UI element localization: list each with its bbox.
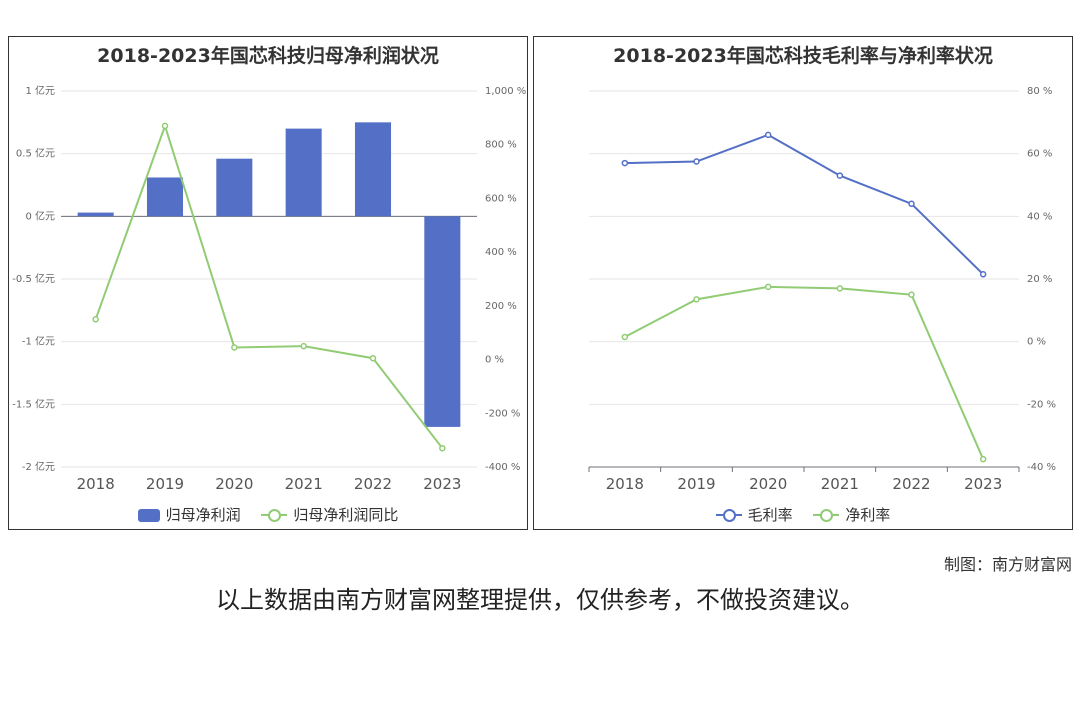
point-gross-margin xyxy=(693,158,700,165)
x-tick-label: 2020 xyxy=(749,475,787,493)
legend-item-net-profit[interactable]: 归母净利润 xyxy=(137,504,241,525)
point-gross-margin xyxy=(764,131,772,139)
point-net-profit-yoy xyxy=(161,122,169,130)
x-tick-label: 2023 xyxy=(964,475,1002,493)
point-net-profit-yoy xyxy=(92,316,99,323)
x-tick-label: 2020 xyxy=(215,475,253,493)
left-y-tick-label: -1.5 亿元 xyxy=(12,397,55,410)
right-y-tick-label: 0 % xyxy=(1027,337,1046,348)
bar-net-profit xyxy=(285,128,322,217)
right-y-tick-label: 800 % xyxy=(485,140,517,151)
point-net-profit-yoy xyxy=(231,344,238,351)
right-y-tick-label: -20 % xyxy=(1027,399,1056,410)
x-tick-label: 2022 xyxy=(892,475,930,493)
point-gross-margin xyxy=(836,172,844,179)
legend-label-net-margin: 净利率 xyxy=(845,506,891,524)
bar-net-profit xyxy=(216,158,253,217)
right-y-tick-label: 20 % xyxy=(1027,274,1052,285)
point-net-margin xyxy=(621,333,629,341)
line-gross-margin xyxy=(624,133,984,276)
point-gross-margin xyxy=(621,159,629,167)
point-net-margin xyxy=(764,283,772,291)
legend-swatch-line-green xyxy=(813,508,840,522)
left-y-tick-label: 0.5 亿元 xyxy=(16,147,55,160)
point-net-margin xyxy=(836,285,844,292)
right-y-tick-label: 80 % xyxy=(1027,86,1052,97)
point-gross-margin xyxy=(979,271,987,278)
right-y-tick-label: -40 % xyxy=(1027,462,1056,473)
legend-swatch-line-green xyxy=(261,508,288,522)
right-y-tick-label: -400 % xyxy=(485,462,520,473)
legend-swatch-line-blue xyxy=(715,508,742,522)
legend-label-gross-margin: 毛利率 xyxy=(747,506,793,524)
point-net-profit-yoy xyxy=(300,342,307,350)
right-y-tick-label: 600 % xyxy=(485,193,517,204)
x-tick-label: 2018 xyxy=(77,475,115,493)
right-chart-title: 2018-2023年国芯科技毛利率与净利率状况 xyxy=(613,45,993,67)
legend-label-net-profit: 归母净利润 xyxy=(165,506,241,524)
legend-item-net-profit-yoy[interactable]: 归母净利润同比 xyxy=(261,504,398,525)
right-chart-panel: 2018-2023年国芯科技毛利率与净利率状况 80 % 60 % 40 % 20 %… xyxy=(533,36,1073,530)
left-chart-legend: 归母净利润 归母净利润同比 xyxy=(9,504,527,525)
left-chart-plot: 1 亿元 0.5 亿元 0 亿元 -0.5 亿元 -1 亿元 -1.5 亿元 -2 亿元 1,… xyxy=(12,84,526,493)
left-y-tick-label: -0.5 亿元 xyxy=(12,272,55,285)
left-chart-title: 2018-2023年国芯科技归母净利润状况 xyxy=(97,45,439,67)
right-y-tick-label: 200 % xyxy=(485,301,517,312)
point-net-margin xyxy=(979,455,987,463)
x-tick-label: 2019 xyxy=(677,475,715,493)
x-tick-label: 2021 xyxy=(285,475,323,493)
right-y-tick-label: -200 % xyxy=(485,408,520,419)
x-tick-label: 2021 xyxy=(821,475,859,493)
bar-net-profit xyxy=(354,122,392,217)
point-gross-margin xyxy=(908,200,915,208)
legend-swatch-bar xyxy=(137,509,160,522)
legend-item-net-margin[interactable]: 净利率 xyxy=(813,504,890,525)
bar-net-profit xyxy=(146,177,184,217)
right-y-tick-label: 0 % xyxy=(485,355,504,366)
x-tick-label: 2019 xyxy=(146,475,184,493)
point-net-profit-yoy xyxy=(369,354,377,362)
bar-net-profit xyxy=(77,212,114,217)
left-y-tick-label: 1 亿元 xyxy=(25,84,55,97)
legend-label-net-profit-yoy: 归母净利润同比 xyxy=(293,506,399,524)
left-y-tick-label: 0 亿元 xyxy=(25,209,55,222)
point-net-profit-yoy xyxy=(439,444,446,452)
x-tick-label: 2018 xyxy=(606,475,644,493)
legend-item-gross-margin[interactable]: 毛利率 xyxy=(715,504,793,525)
line-net-margin xyxy=(624,285,985,460)
line-net-profit-yoy xyxy=(94,122,444,449)
bar-net-profit xyxy=(424,216,461,427)
left-y-tick-label: -2 亿元 xyxy=(22,460,55,473)
disclaimer-note: 以上数据由南方财富网整理提供，仅供参考，不做投资建议。 xyxy=(216,586,864,614)
right-y-tick-label: 1,000 % xyxy=(485,86,526,97)
left-y-tick-label: -1 亿元 xyxy=(22,335,55,348)
right-chart-plot: 80 % 60 % 40 % 20 % 0 % -20 % -40 % 2018 2019 202… xyxy=(588,86,1056,493)
right-y-tick-label: 400 % xyxy=(485,247,517,258)
x-tick-label: 2023 xyxy=(423,475,461,493)
right-y-tick-label: 60 % xyxy=(1027,149,1052,160)
point-net-margin xyxy=(693,296,700,303)
right-y-tick-label: 40 % xyxy=(1027,211,1052,222)
right-chart-legend: 毛利率 净利率 xyxy=(534,504,1072,525)
left-chart-panel: 2018-2023年国芯科技归母净利润状况 1 亿元 0.5 亿元 0 亿元 -0.5… xyxy=(8,36,528,530)
x-tick-label: 2022 xyxy=(354,475,392,493)
point-net-margin xyxy=(908,291,915,298)
chart-credit: 制图：南方财富网 xyxy=(943,555,1072,574)
